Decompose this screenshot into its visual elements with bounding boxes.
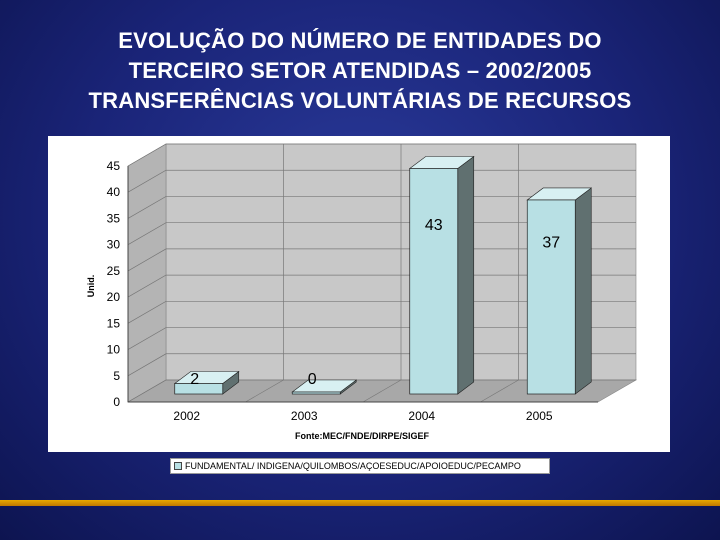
- x-tick-label: 2005: [526, 409, 553, 423]
- y-tick-label: 20: [107, 290, 121, 304]
- chart-side-wall: [127, 143, 167, 403]
- x-tick-label: 2003: [291, 409, 318, 423]
- legend-label: FUNDAMENTAL/ INDIGENA/QUILOMBOS/AÇOESEDU…: [185, 461, 521, 471]
- data-label: 37: [542, 234, 560, 251]
- y-tick-label: 40: [107, 185, 121, 199]
- bar-front: [526, 199, 576, 395]
- bar-front: [174, 383, 224, 395]
- bar-side: [574, 187, 592, 395]
- x-axis-label: Fonte:MEC/FNDE/DIRPE/SIGEF: [295, 431, 430, 441]
- title-line-3: TRANSFERÊNCIAS VOLUNTÁRIAS DE RECURSOS: [88, 88, 632, 113]
- y-tick-label: 10: [107, 343, 121, 357]
- gridline: [127, 353, 636, 377]
- y-tick-label: 25: [107, 264, 121, 278]
- title-line-1: EVOLUÇÃO DO NÚMERO DE ENTIDADES DO: [118, 28, 602, 53]
- bars: [173, 155, 593, 395]
- y-axis-ticks: 0 5 10 15 20 25 30 35 40 45: [107, 159, 121, 409]
- y-tick-label: 30: [107, 238, 121, 252]
- x-axis-ticks: 2002 2003 2004 2005: [173, 409, 553, 423]
- y-tick-label: 35: [107, 211, 121, 225]
- data-labels: 2 0 43 37: [190, 217, 560, 388]
- gridline: [245, 379, 284, 403]
- chart-grid: [126, 143, 638, 403]
- data-label: 43: [425, 217, 443, 234]
- gridline: [127, 143, 636, 167]
- gridline: [480, 379, 519, 403]
- gridline: [127, 274, 636, 298]
- gridline: [362, 379, 402, 403]
- y-tick-label: 5: [113, 369, 120, 383]
- gridline: [127, 222, 636, 245]
- data-label: 0: [308, 371, 317, 388]
- data-label: 2: [190, 371, 199, 388]
- legend-swatch: [174, 462, 182, 470]
- x-tick-label: 2004: [408, 409, 435, 423]
- page-title: EVOLUÇÃO DO NÚMERO DE ENTIDADES DO TERCE…: [0, 26, 720, 116]
- bar-side: [457, 155, 475, 395]
- y-tick-label: 0: [113, 395, 120, 409]
- x-tick-label: 2002: [173, 409, 200, 423]
- title-line-2: TERCEIRO SETOR ATENDIDAS – 2002/2005: [128, 58, 592, 83]
- y-axis-label: Unid.: [86, 275, 96, 298]
- gridline: [127, 327, 636, 350]
- gridline: [127, 248, 636, 272]
- gridline: [127, 196, 636, 219]
- bar-front: [291, 391, 341, 395]
- gridline: [127, 169, 636, 193]
- bar: [173, 370, 240, 395]
- chart-area: 0 5 10 15 20 25 30 35 40 45 2002 2003 2004 2005 2 0 43…: [48, 136, 670, 452]
- bar: [526, 187, 593, 395]
- gridline: [127, 300, 636, 324]
- bar: [291, 379, 358, 395]
- bar-front: [409, 168, 459, 395]
- gridline: [127, 379, 636, 403]
- y-tick-label: 45: [107, 159, 121, 173]
- accent-rule: [0, 500, 720, 506]
- y-tick-label: 15: [107, 316, 121, 330]
- chart-legend: FUNDAMENTAL/ INDIGENA/QUILOMBOS/AÇOESEDU…: [170, 458, 550, 474]
- bar: [408, 155, 475, 395]
